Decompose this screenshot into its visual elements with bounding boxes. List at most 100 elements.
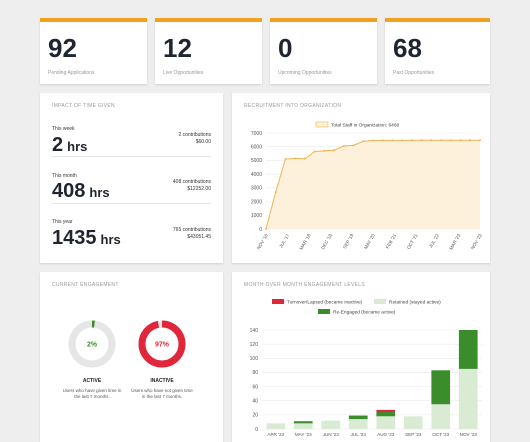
y-tick-label: 60 (252, 384, 258, 390)
data-point (449, 139, 452, 142)
bar-segment (376, 416, 396, 429)
data-point (410, 139, 413, 142)
data-point (294, 157, 297, 160)
stat-label: Upcoming Opportunities (278, 70, 332, 76)
data-point (284, 158, 287, 161)
x-tick-label: NOV '23 (460, 432, 478, 437)
data-point (391, 139, 394, 142)
x-tick-label: MAR '23 (448, 233, 461, 251)
y-tick-label: 0 (255, 427, 258, 433)
bar-segment (458, 330, 478, 369)
y-tick-label: 80 (252, 370, 258, 376)
x-tick-label: SEP '19 (342, 233, 355, 250)
bar-segment (321, 420, 341, 429)
legend-swatch (315, 121, 329, 128)
period-label: This week (52, 126, 75, 132)
x-tick-label: JUL '23 (351, 432, 367, 437)
x-tick-label: NOV '16 (256, 233, 269, 251)
x-tick-label: JUN '23 (323, 432, 340, 437)
data-point (333, 149, 336, 152)
panel-title: MONTH OVER MONTH ENGAGEMENT LEVELS (244, 282, 365, 288)
bar-segment (266, 423, 286, 429)
contribution-info: 765 contributions $43051.45 (173, 227, 211, 241)
data-point (313, 150, 316, 153)
stat-value: 0 (278, 33, 293, 63)
y-tick-label: 5000 (251, 158, 262, 164)
active-donut-percent: 2% (87, 342, 98, 349)
time-row-year: This year 1435 hrs 765 contributions $4305… (52, 219, 211, 255)
bar-segment (376, 409, 396, 413)
data-point (381, 139, 384, 142)
contribution-amount: $60.00 (195, 139, 211, 145)
x-tick-label: AUG '23 (377, 432, 395, 437)
hours-number: 408 (52, 180, 86, 202)
panel-title: CURRENT ENGAGEMENT (52, 282, 119, 288)
y-tick-label: 100 (250, 356, 259, 362)
data-point (420, 139, 423, 142)
contribution-count: 2 contributions (178, 132, 211, 138)
stat-card-upcoming[interactable]: 0 Upcoming Opportunities (270, 18, 377, 84)
panel-title: RECRUITMENT INTO ORGANIZATION (244, 103, 342, 109)
legend-label: Re-Engaged (became active) (333, 310, 396, 316)
data-point (401, 139, 404, 142)
bar-segment (458, 368, 478, 429)
data-point (362, 140, 365, 143)
data-point (342, 145, 345, 148)
hours-number: 2 (52, 134, 64, 156)
x-tick-label: JUL '17 (278, 233, 290, 249)
engagement-panel: CURRENT ENGAGEMENT 2% 97% ACTIVE Users wh… (40, 272, 223, 442)
x-tick-label: NOV '23 (470, 233, 483, 251)
contribution-count: 765 contributions (172, 227, 211, 233)
stat-card-pending[interactable]: 92 Pending Applications (40, 18, 147, 84)
bar-segment (376, 412, 396, 417)
active-description: Users who have given time in the last 7 … (62, 388, 122, 399)
stat-card-live[interactable]: 12 Live Opportunities (155, 18, 262, 84)
time-given-panel: IMPACT OF TIME GIVEN This week 2 hrs 2 co… (40, 93, 223, 263)
x-tick-label: SEP '23 (405, 432, 422, 437)
hours-unit: hrs (100, 232, 121, 247)
hours-unit: hrs (89, 185, 110, 200)
period-label: This year (52, 219, 73, 225)
stat-value: 92 (48, 33, 77, 63)
data-point (323, 149, 326, 152)
bar-segment (293, 423, 313, 429)
time-row-week: This week 2 hrs 2 contributions $60.00 (52, 126, 211, 157)
x-tick-label: OCT '21 (406, 233, 419, 251)
mom-chart: 140 120 100 80 60 40 20 0 APR '23 MAY '23 JUN '23 J… (250, 299, 482, 437)
mom-panel: MONTH OVER MONTH ENGAGEMENT LEVELS 140 12… (232, 272, 490, 442)
legend-swatch (318, 309, 330, 314)
y-tick-label: 7000 (251, 131, 262, 137)
data-point (469, 139, 472, 142)
x-tick-label: JUL '22 (428, 233, 440, 249)
bar-segment (348, 419, 368, 429)
area-fill (266, 140, 480, 229)
y-tick-label: 3000 (251, 186, 262, 192)
panel-title: IMPACT OF TIME GIVEN (52, 103, 115, 109)
stat-card-past[interactable]: 68 Past Opportunities (385, 18, 490, 84)
bar-segment (431, 370, 451, 405)
stat-label: Live Opportunities (163, 70, 204, 76)
data-point (430, 139, 433, 142)
stat-value: 68 (393, 33, 422, 63)
y-tick-label: 6000 (251, 145, 262, 151)
stat-label: Pending Applications (48, 70, 95, 76)
recruitment-panel: RECRUITMENT INTO ORGANIZATION 7000 6000 50… (232, 93, 490, 263)
bar-segment (293, 421, 313, 424)
contribution-amount: $43051.45 (187, 234, 211, 240)
inactive-description: Users who have not given time in the las… (131, 388, 193, 399)
stat-label: Past Opportunities (393, 70, 435, 76)
x-tick-label: MAR '18 (299, 233, 312, 251)
contribution-info: 408 contributions $12252.00 (173, 179, 211, 193)
data-point (303, 157, 306, 160)
active-donut-arc (68, 320, 116, 368)
bar-segment (348, 415, 368, 420)
y-tick-label: 0 (259, 227, 262, 233)
time-row-month: This month 408 hrs 408 contributions $1225… (52, 173, 211, 204)
contribution-amount: $12252.00 (187, 186, 211, 192)
hours-value: 408 hrs (52, 180, 110, 203)
hours-value: 2 hrs (52, 134, 87, 157)
bar-segment (403, 416, 423, 429)
legend-label: Total Staff in Organization: 6468 (331, 123, 400, 129)
contribution-count: 408 contributions (172, 179, 211, 185)
